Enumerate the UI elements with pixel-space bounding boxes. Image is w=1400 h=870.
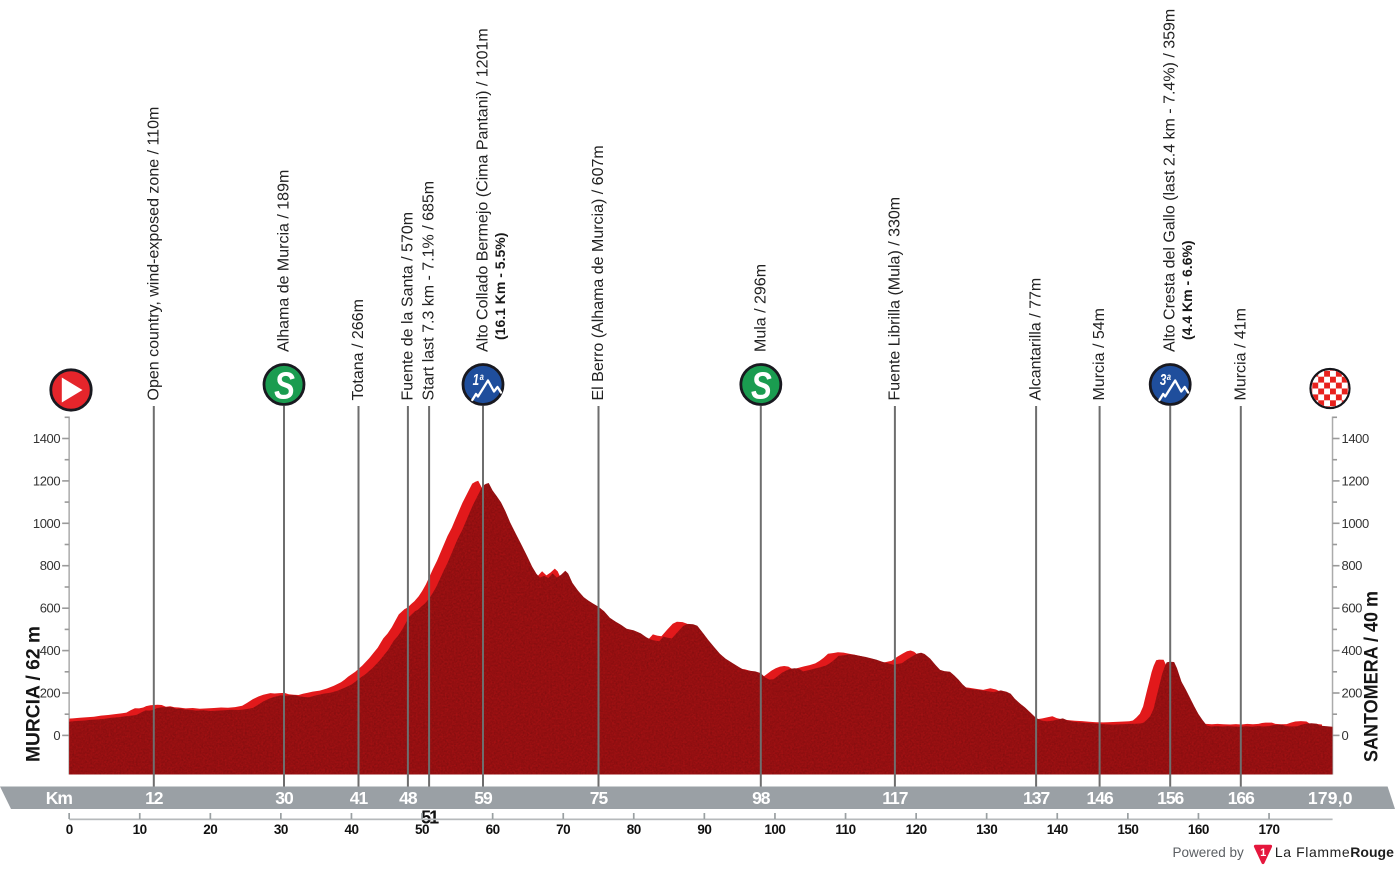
svg-text:12: 12 [145,788,164,808]
svg-text:1400: 1400 [1342,431,1369,446]
svg-text:51: 51 [421,808,439,828]
svg-text:200: 200 [1342,686,1363,701]
svg-text:120: 120 [906,822,927,837]
svg-text:600: 600 [40,601,61,616]
svg-text:150: 150 [1117,822,1138,837]
svg-text:170: 170 [1258,822,1279,837]
svg-text:La Flamme: La Flamme [1275,844,1350,860]
svg-text:48: 48 [399,788,418,808]
svg-text:160: 160 [1188,822,1209,837]
svg-text:75: 75 [590,788,609,808]
svg-text:179,0: 179,0 [1308,788,1353,808]
svg-text:400: 400 [40,643,61,658]
svg-text:117: 117 [882,788,907,808]
svg-text:MURCIA / 62 m: MURCIA / 62 m [23,626,45,762]
svg-text:80: 80 [627,822,641,837]
svg-text:800: 800 [40,558,61,573]
svg-text:Alhama de Murcia / 189m: Alhama de Murcia / 189m [276,170,293,352]
svg-text:Start last 7.3 km - 7.1% / 685: Start last 7.3 km - 7.1% / 685m [421,181,438,401]
svg-text:30: 30 [274,822,288,837]
svg-text:400: 400 [1342,643,1363,658]
svg-text:Alto Cresta del Gallo (last 2.: Alto Cresta del Gallo (last 2.4 km - 7.4… [1162,9,1179,352]
svg-text:Totana / 266m: Totana / 266m [350,299,367,400]
svg-text:600: 600 [1342,601,1363,616]
svg-text:Mula / 296m: Mula / 296m [752,264,769,352]
svg-text:Murcia / 54m: Murcia / 54m [1091,308,1108,400]
svg-text:Rouge: Rouge [1350,844,1394,860]
svg-text:(16.1 Km - 5.5%): (16.1 Km - 5.5%) [492,233,508,340]
svg-text:110: 110 [835,822,855,837]
svg-text:50: 50 [415,822,429,837]
svg-text:200: 200 [40,686,61,701]
svg-text:156: 156 [1157,788,1184,808]
svg-text:Murcia / 41m: Murcia / 41m [1232,308,1249,400]
svg-text:1200: 1200 [1342,473,1369,488]
svg-text:Km: Km [46,788,73,808]
svg-text:Powered by: Powered by [1173,845,1245,860]
svg-text:140: 140 [1047,822,1068,837]
svg-text:1000: 1000 [1342,516,1369,531]
svg-text:Alcantarilla / 77m: Alcantarilla / 77m [1028,278,1045,401]
svg-text:166: 166 [1228,788,1255,808]
svg-text:1400: 1400 [33,431,60,446]
svg-text:41: 41 [350,788,369,808]
svg-text:3ª: 3ª [1160,371,1172,388]
svg-text:0: 0 [53,728,60,743]
svg-text:El Berro (Alhama de Murcia) /: El Berro (Alhama de Murcia) / 607m [590,145,607,400]
svg-text:30: 30 [275,788,294,808]
svg-text:70: 70 [556,822,570,837]
svg-text:SANTOMERA / 40 m: SANTOMERA / 40 m [1361,591,1383,762]
svg-text:40: 40 [344,822,358,837]
svg-text:0: 0 [66,822,73,837]
svg-text:130: 130 [976,822,997,837]
svg-text:Alto Collado Bermejo (Cima Pan: Alto Collado Bermejo (Cima Pantani) / 12… [475,28,492,352]
svg-text:Fuente Librilla (Mula) / 330m: Fuente Librilla (Mula) / 330m [886,197,903,401]
svg-text:Fuente de la Santa / 570m: Fuente de la Santa / 570m [399,212,416,401]
svg-text:146: 146 [1086,788,1113,808]
svg-text:90: 90 [697,822,711,837]
svg-text:0: 0 [1342,728,1349,743]
svg-text:1: 1 [1260,847,1266,859]
svg-text:S: S [274,365,295,407]
svg-text:(4.4 Km - 6.6%): (4.4 Km - 6.6%) [1179,240,1195,340]
svg-text:10: 10 [133,822,147,837]
svg-text:100: 100 [764,822,785,837]
svg-text:800: 800 [1342,558,1363,573]
svg-text:137: 137 [1023,788,1049,808]
svg-text:1ª: 1ª [473,371,485,388]
svg-text:60: 60 [486,822,500,837]
svg-text:S: S [751,365,772,407]
svg-text:Open country, wind-exposed zon: Open country, wind-exposed zone / 110m [145,107,162,401]
svg-text:1200: 1200 [33,473,60,488]
svg-text:98: 98 [752,788,771,808]
svg-text:1000: 1000 [33,516,60,531]
svg-text:20: 20 [203,822,217,837]
svg-text:59: 59 [474,788,493,808]
